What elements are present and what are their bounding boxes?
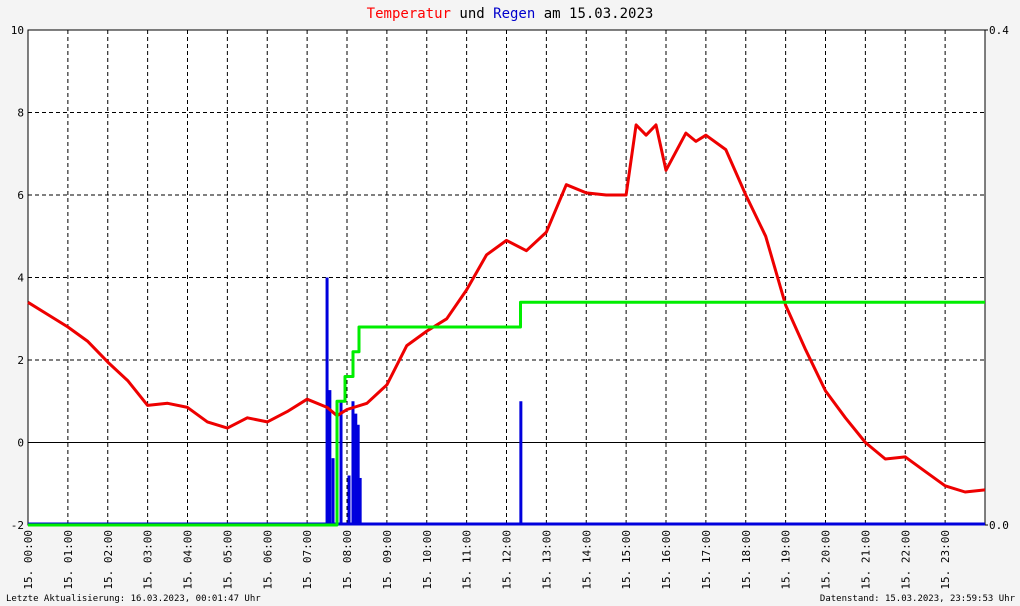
x-tick-label: 15. 22:00: [899, 530, 912, 590]
chart-title: Temperatur und Regen am 15.03.2023: [367, 6, 654, 22]
bar: [347, 475, 351, 525]
x-tick-label: 15. 05:00: [221, 530, 234, 590]
footer-left: Letzte Aktualisierung: 16.03.2023, 00:01…: [6, 594, 261, 604]
x-tick-label: 15. 00:00: [22, 530, 35, 590]
bar: [354, 413, 358, 525]
bar: [331, 458, 335, 525]
title-part: am 15.03.2023: [544, 6, 654, 22]
title-part: und: [459, 6, 484, 22]
x-tick-label: 15. 12:00: [501, 530, 514, 590]
x-tick-label: 15. 15:00: [620, 530, 633, 590]
x-tick-label: 15. 17:00: [700, 530, 713, 590]
x-tick-label: 15. 01:00: [62, 530, 75, 590]
bar: [325, 277, 329, 525]
x-tick-label: 15. 09:00: [381, 530, 394, 590]
y-tick-label: -2: [11, 519, 24, 532]
x-tick-label: 15. 18:00: [740, 530, 753, 590]
bar: [356, 424, 360, 525]
y-tick-label: 10: [11, 24, 24, 37]
y-tick-label: 2: [17, 354, 24, 367]
x-tick-label: 15. 14:00: [580, 530, 593, 590]
bar: [328, 390, 332, 525]
bar: [519, 401, 523, 525]
x-tick-label: 15. 07:00: [301, 530, 314, 590]
series-line: [27, 123, 986, 494]
x-tick-label: 15. 02:00: [102, 530, 115, 590]
series-line: [28, 300, 985, 527]
footer-right: Datenstand: 15.03.2023, 23:59:53 Uhr: [820, 594, 1016, 604]
y-tick-label: 4: [17, 272, 24, 285]
x-tick-label: 15. 08:00: [341, 530, 354, 590]
x-tick-label: 15. 06:00: [261, 530, 274, 590]
x-tick-label: 15. 13:00: [540, 530, 553, 590]
y-tick-label: 0: [17, 437, 24, 450]
x-tick-label: 15. 19:00: [780, 530, 793, 590]
x-tick-label: 15. 04:00: [182, 530, 195, 590]
x-tick-label: 15. 23:00: [939, 530, 952, 590]
y-tick-label: 8: [17, 107, 24, 120]
bar: [339, 401, 343, 525]
x-tick-label: 15. 10:00: [421, 530, 434, 590]
title-part: Temperatur: [367, 6, 451, 22]
x-tick-label: 15. 11:00: [461, 530, 474, 590]
y2-tick-label: 0.4: [989, 24, 1009, 37]
x-tick-label: 15. 03:00: [142, 530, 155, 590]
y2-tick-label: 0.0: [989, 519, 1009, 532]
x-tick-label: 15. 20:00: [820, 530, 833, 590]
x-tick-label: 15. 21:00: [859, 530, 872, 590]
bar: [351, 401, 355, 525]
y-tick-label: 6: [17, 189, 24, 202]
x-tick-label: 15. 16:00: [660, 530, 673, 590]
bar: [358, 477, 362, 525]
title-part: Regen: [493, 6, 535, 22]
